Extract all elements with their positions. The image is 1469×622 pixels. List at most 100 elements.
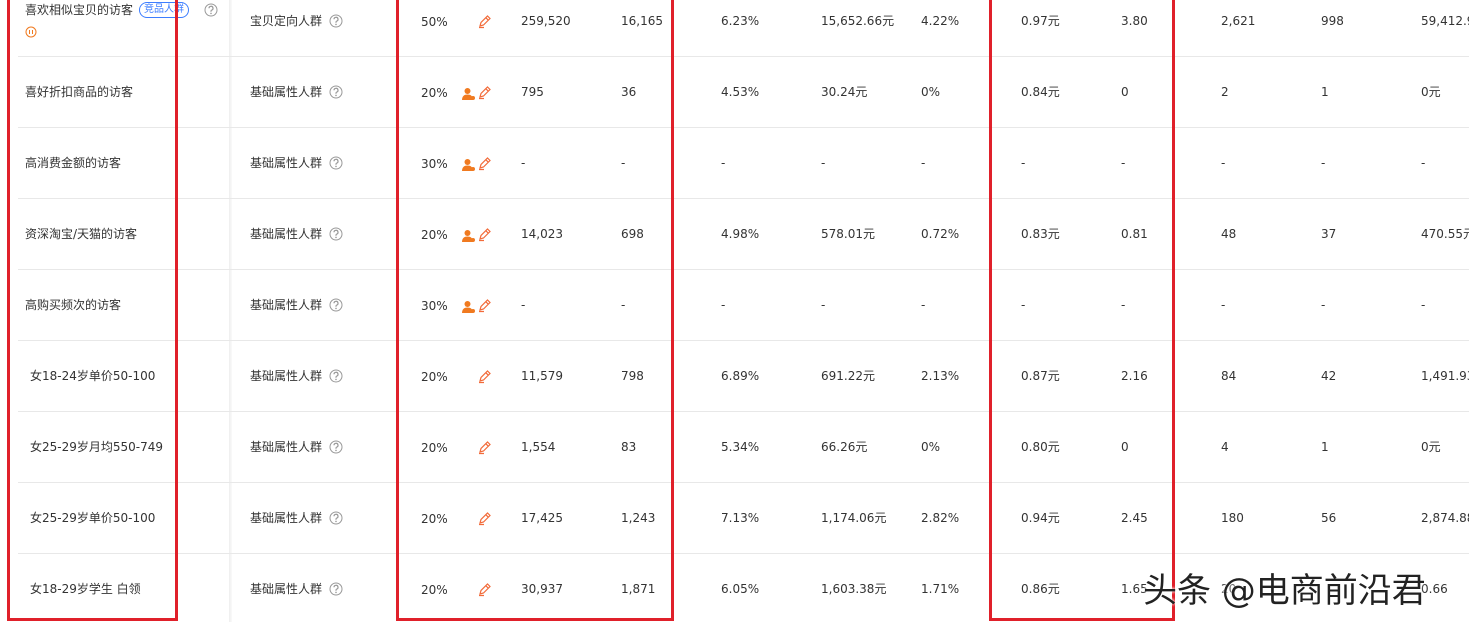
help-icon <box>329 582 343 599</box>
row-divider <box>18 198 1469 199</box>
metric-cell: 578.01元 <box>821 227 875 241</box>
edit-icon <box>477 511 492 529</box>
metric-cell: 0.87元 <box>1021 369 1060 383</box>
edit-icon <box>477 227 492 245</box>
metric-cell: 691.22元 <box>821 369 875 383</box>
help-icon <box>329 156 343 173</box>
person-icon-glyph <box>462 230 475 242</box>
help-icon-glyph <box>204 3 218 17</box>
crowd-type: 基础属性人群 <box>250 227 323 241</box>
help-icon-glyph <box>329 85 343 99</box>
watermark: 头条 @电商前沿君 <box>1143 571 1426 611</box>
crowd-name: 高消费金额的访客 <box>25 156 122 170</box>
metric-cell: 66.26元 <box>821 440 868 454</box>
metric-cell: - <box>521 298 526 312</box>
row-divider <box>18 553 1469 554</box>
metric-cell: 1,174.06元 <box>821 511 887 525</box>
metric-cell: 4.53% <box>721 85 760 99</box>
metric-cell: 0.84元 <box>1021 85 1060 99</box>
help-icon-glyph <box>329 369 343 383</box>
metric-cell: 36 <box>621 85 637 99</box>
metric-cell: 42 <box>1321 369 1337 383</box>
edit-icon-glyph <box>479 511 491 525</box>
edit-icon-glyph <box>479 440 491 454</box>
metric-cell: 1,603.38元 <box>821 582 887 596</box>
metric-cell: 0.86元 <box>1021 582 1060 596</box>
metric-cell: 30,937 <box>521 582 563 596</box>
metric-cell: - <box>1421 298 1426 312</box>
metric-cell: 180 <box>1221 511 1244 525</box>
metric-cell: 2.13% <box>921 369 960 383</box>
metric-cell: 6.05% <box>721 582 760 596</box>
pause-icon <box>25 26 37 41</box>
metric-cell: 20 <box>1221 582 1237 596</box>
metric-cell: - <box>1021 156 1026 170</box>
metric-cell: 14,023 <box>521 227 563 241</box>
premium: 50% <box>421 15 448 29</box>
help-icon <box>329 440 343 457</box>
crowd-name: 资深淘宝/天猫的访客 <box>25 227 138 241</box>
metric-cell: 0 <box>1121 440 1129 454</box>
metric-cell: 56 <box>1321 511 1337 525</box>
metric-cell: 1 <box>1321 85 1329 99</box>
metric-cell: - <box>921 156 926 170</box>
crowd-name: 喜欢相似宝贝的访客 <box>25 3 134 17</box>
metric-cell: 0元 <box>1421 440 1441 454</box>
metric-cell: 6.89% <box>721 369 760 383</box>
help-icon <box>329 298 343 315</box>
premium: 20% <box>421 441 448 455</box>
metric-cell: 37 <box>1321 227 1337 241</box>
metric-cell: - <box>1021 298 1026 312</box>
metric-cell: 15,652.66元 <box>821 14 895 28</box>
metric-cell: 48 <box>1221 227 1237 241</box>
help-icon-glyph <box>329 227 343 241</box>
edit-icon <box>477 14 492 32</box>
crowd-type: 基础属性人群 <box>250 298 323 312</box>
edit-icon-glyph <box>479 582 491 596</box>
metric-cell: - <box>821 298 826 312</box>
help-icon <box>329 227 343 244</box>
help-icon-glyph <box>329 14 343 28</box>
person-icon <box>462 87 475 104</box>
premium: 20% <box>421 512 448 526</box>
edit-icon-glyph <box>479 85 491 99</box>
metric-cell: - <box>521 156 526 170</box>
row-divider <box>18 56 1469 57</box>
metric-cell: 4.98% <box>721 227 760 241</box>
edit-icon-glyph <box>479 156 491 170</box>
metric-cell: 1.65 <box>1121 582 1148 596</box>
highlight-box <box>7 0 178 621</box>
metric-cell: 795 <box>521 85 544 99</box>
edit-icon <box>477 298 492 316</box>
metric-cell: - <box>1121 156 1126 170</box>
metric-cell: - <box>921 298 926 312</box>
metric-cell: 4.22% <box>921 14 960 28</box>
metric-cell: 798 <box>621 369 644 383</box>
edit-icon <box>477 369 492 387</box>
metric-cell: 2 <box>1221 85 1229 99</box>
metric-cell: 17,425 <box>521 511 563 525</box>
crowd-name: 高购买频次的访客 <box>25 298 122 312</box>
edit-icon <box>477 85 492 103</box>
metric-cell: 0.72% <box>921 227 960 241</box>
highlight-box <box>396 0 674 621</box>
metric-cell: 6.23% <box>721 14 760 28</box>
metric-cell: 1,491.93 <box>1421 369 1469 383</box>
edit-icon-glyph <box>479 369 491 383</box>
help-icon <box>329 511 343 528</box>
metric-cell: 0.80元 <box>1021 440 1060 454</box>
person-icon <box>462 229 475 246</box>
crowd-name: 女18-29岁学生 白领 <box>30 582 141 596</box>
help-icon-glyph <box>329 440 343 454</box>
help-icon-glyph <box>329 298 343 312</box>
metric-cell: 0元 <box>1421 85 1441 99</box>
metric-cell: 59,412.9 <box>1421 14 1469 28</box>
metric-cell: - <box>1421 156 1426 170</box>
metric-cell: 0% <box>921 85 941 99</box>
row-divider <box>18 340 1469 341</box>
metric-cell: 83 <box>621 440 637 454</box>
premium: 30% <box>421 299 448 313</box>
pause-icon-glyph <box>25 26 37 38</box>
